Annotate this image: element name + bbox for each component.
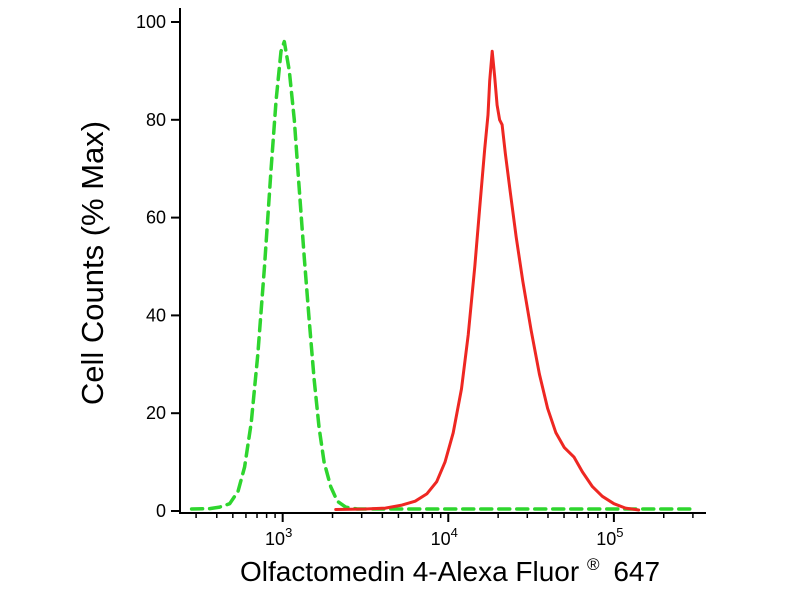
x-axis-major-ticks: 103 104 105 <box>265 513 624 549</box>
x-tick-exponent: 3 <box>285 525 292 540</box>
y-tick-label: 60 <box>146 208 166 228</box>
x-axis-label: Olfactomedin 4-Alexa Fluor ® 647 <box>240 545 660 587</box>
x-tick-base: 10 <box>265 529 285 549</box>
sample-curve-red <box>334 49 641 512</box>
y-tick-label: 0 <box>156 501 166 521</box>
y-tick-label: 80 <box>146 110 166 130</box>
registered-trademark-icon: ® <box>587 555 600 574</box>
x-tick-base: 10 <box>431 529 451 549</box>
x-tick-exponent: 4 <box>451 525 458 540</box>
y-tick-label: 20 <box>146 403 166 423</box>
x-tick-exponent: 5 <box>616 525 623 540</box>
y-axis-ticks: 0 20 40 60 80 100 <box>136 12 180 521</box>
y-tick-label: 100 <box>136 12 166 32</box>
x-axis-label-main: Olfactomedin 4-Alexa Fluor <box>240 556 579 587</box>
x-tick-label: 104 <box>431 525 458 549</box>
y-tick-label: 40 <box>146 305 166 325</box>
control-curve-green-dashed <box>189 39 696 511</box>
x-tick-base: 10 <box>596 529 616 549</box>
x-tick-label: 103 <box>265 525 292 549</box>
curves <box>189 39 696 512</box>
x-axis-label-suffix: 647 <box>613 556 660 587</box>
x-tick-label: 105 <box>596 525 623 549</box>
y-axis-label: Cell Counts (% Max) <box>75 121 110 405</box>
